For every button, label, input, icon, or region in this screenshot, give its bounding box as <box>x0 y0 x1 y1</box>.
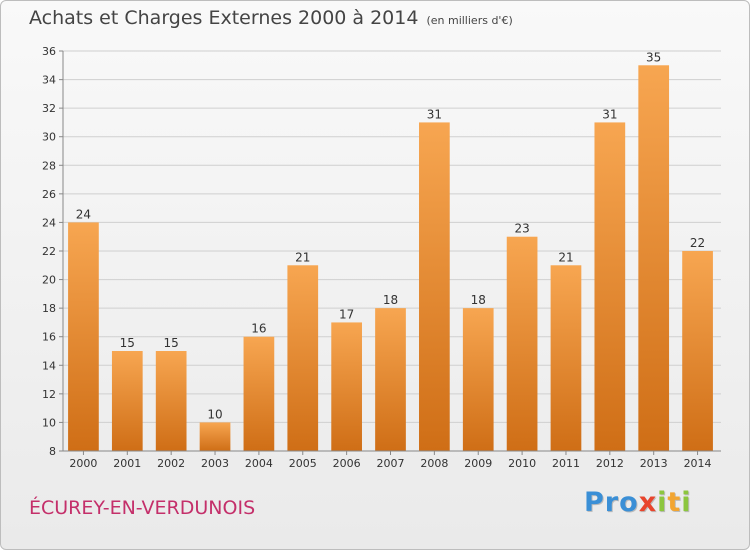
data-label: 22 <box>690 236 705 250</box>
x-axis: 2000 2001 2002 2003 2004 2005 2006 2007 2008 2009… <box>63 450 721 470</box>
y-tick-label: 28 <box>42 159 56 172</box>
y-tick-label: 36 <box>42 45 56 58</box>
logo-letter: i <box>681 487 692 518</box>
x-tick-label: 2009 <box>464 457 492 470</box>
y-tick-label: 30 <box>42 131 56 144</box>
chart-title: Achats et Charges Externes 2000 à 2014 (e… <box>29 7 513 29</box>
bar[interactable] <box>243 336 275 451</box>
data-label: 23 <box>514 222 529 236</box>
data-label: 17 <box>339 307 354 321</box>
data-label: 35 <box>646 50 661 64</box>
bar[interactable] <box>419 122 450 451</box>
logo-letter: x <box>638 487 658 518</box>
chart-unit-note: (en milliers d'€) <box>426 14 513 27</box>
bars <box>68 65 713 452</box>
bar[interactable] <box>506 236 538 451</box>
bar[interactable] <box>638 65 670 452</box>
bar[interactable] <box>594 122 626 451</box>
y-tick-label: 12 <box>42 388 56 401</box>
bar[interactable] <box>287 265 319 451</box>
bar[interactable] <box>550 265 582 451</box>
data-label: 10 <box>207 407 222 421</box>
logo-letter: r <box>604 487 620 518</box>
x-tick-label: 2006 <box>333 457 361 470</box>
data-label: 21 <box>558 250 573 264</box>
data-label: 15 <box>120 336 135 350</box>
logo-letter: P <box>584 487 605 518</box>
y-axis: 8 10 12 14 16 18 20 22 24 26 28 30 32 34 36 <box>42 45 64 458</box>
data-label: 31 <box>427 107 442 121</box>
y-tick-label: 20 <box>42 274 56 287</box>
data-label: 24 <box>76 207 91 221</box>
data-labels: 24 15 15 10 16 21 17 18 31 18 23 21 31 35 22 <box>76 50 705 421</box>
x-tick-label: 2002 <box>157 457 185 470</box>
x-tick-label: 2012 <box>596 457 624 470</box>
bar[interactable] <box>155 351 187 451</box>
x-tick-label: 2005 <box>289 457 317 470</box>
logo-letter: o <box>619 487 639 518</box>
bar[interactable] <box>68 222 99 451</box>
y-tick-label: 26 <box>42 188 56 201</box>
x-tick-label: 2001 <box>113 457 141 470</box>
x-tick-label: 2000 <box>69 457 97 470</box>
data-label: 31 <box>602 107 617 121</box>
bar[interactable] <box>331 322 362 451</box>
data-label: 15 <box>164 336 179 350</box>
x-tick-label: 2003 <box>201 457 229 470</box>
x-tick-label: 2007 <box>377 457 405 470</box>
commune-name: ÉCUREY-EN-VERDUNOIS <box>29 497 256 519</box>
y-tick-label: 14 <box>42 359 56 372</box>
data-label: 16 <box>251 322 266 336</box>
bar[interactable] <box>111 351 143 451</box>
y-tick-label: 22 <box>42 245 56 258</box>
data-label: 21 <box>295 250 310 264</box>
y-tick-label: 32 <box>42 102 56 115</box>
bar[interactable] <box>462 308 494 451</box>
y-tick-label: 8 <box>49 445 56 458</box>
chart-title-text: Achats et Charges Externes 2000 à 2014 <box>29 7 419 29</box>
y-tick-label: 24 <box>42 216 56 229</box>
y-tick-label: 18 <box>42 302 56 315</box>
x-tick-label: 2010 <box>508 457 536 470</box>
y-tick-label: 34 <box>42 74 56 87</box>
bar[interactable] <box>375 308 406 451</box>
x-tick-label: 2004 <box>245 457 273 470</box>
proxiti-logo[interactable]: Proxiti <box>584 487 692 518</box>
x-tick-label: 2011 <box>552 457 580 470</box>
bar[interactable] <box>682 251 713 451</box>
data-label: 18 <box>383 293 398 307</box>
bar[interactable] <box>199 422 231 451</box>
logo-letter: i <box>657 487 668 518</box>
x-tick-label: 2014 <box>684 457 712 470</box>
y-tick-label: 16 <box>42 331 56 344</box>
data-label: 18 <box>471 293 486 307</box>
x-tick-label: 2008 <box>420 457 448 470</box>
y-tick-label: 10 <box>42 416 56 429</box>
x-tick-label: 2013 <box>640 457 668 470</box>
logo-letter: t <box>667 487 682 518</box>
